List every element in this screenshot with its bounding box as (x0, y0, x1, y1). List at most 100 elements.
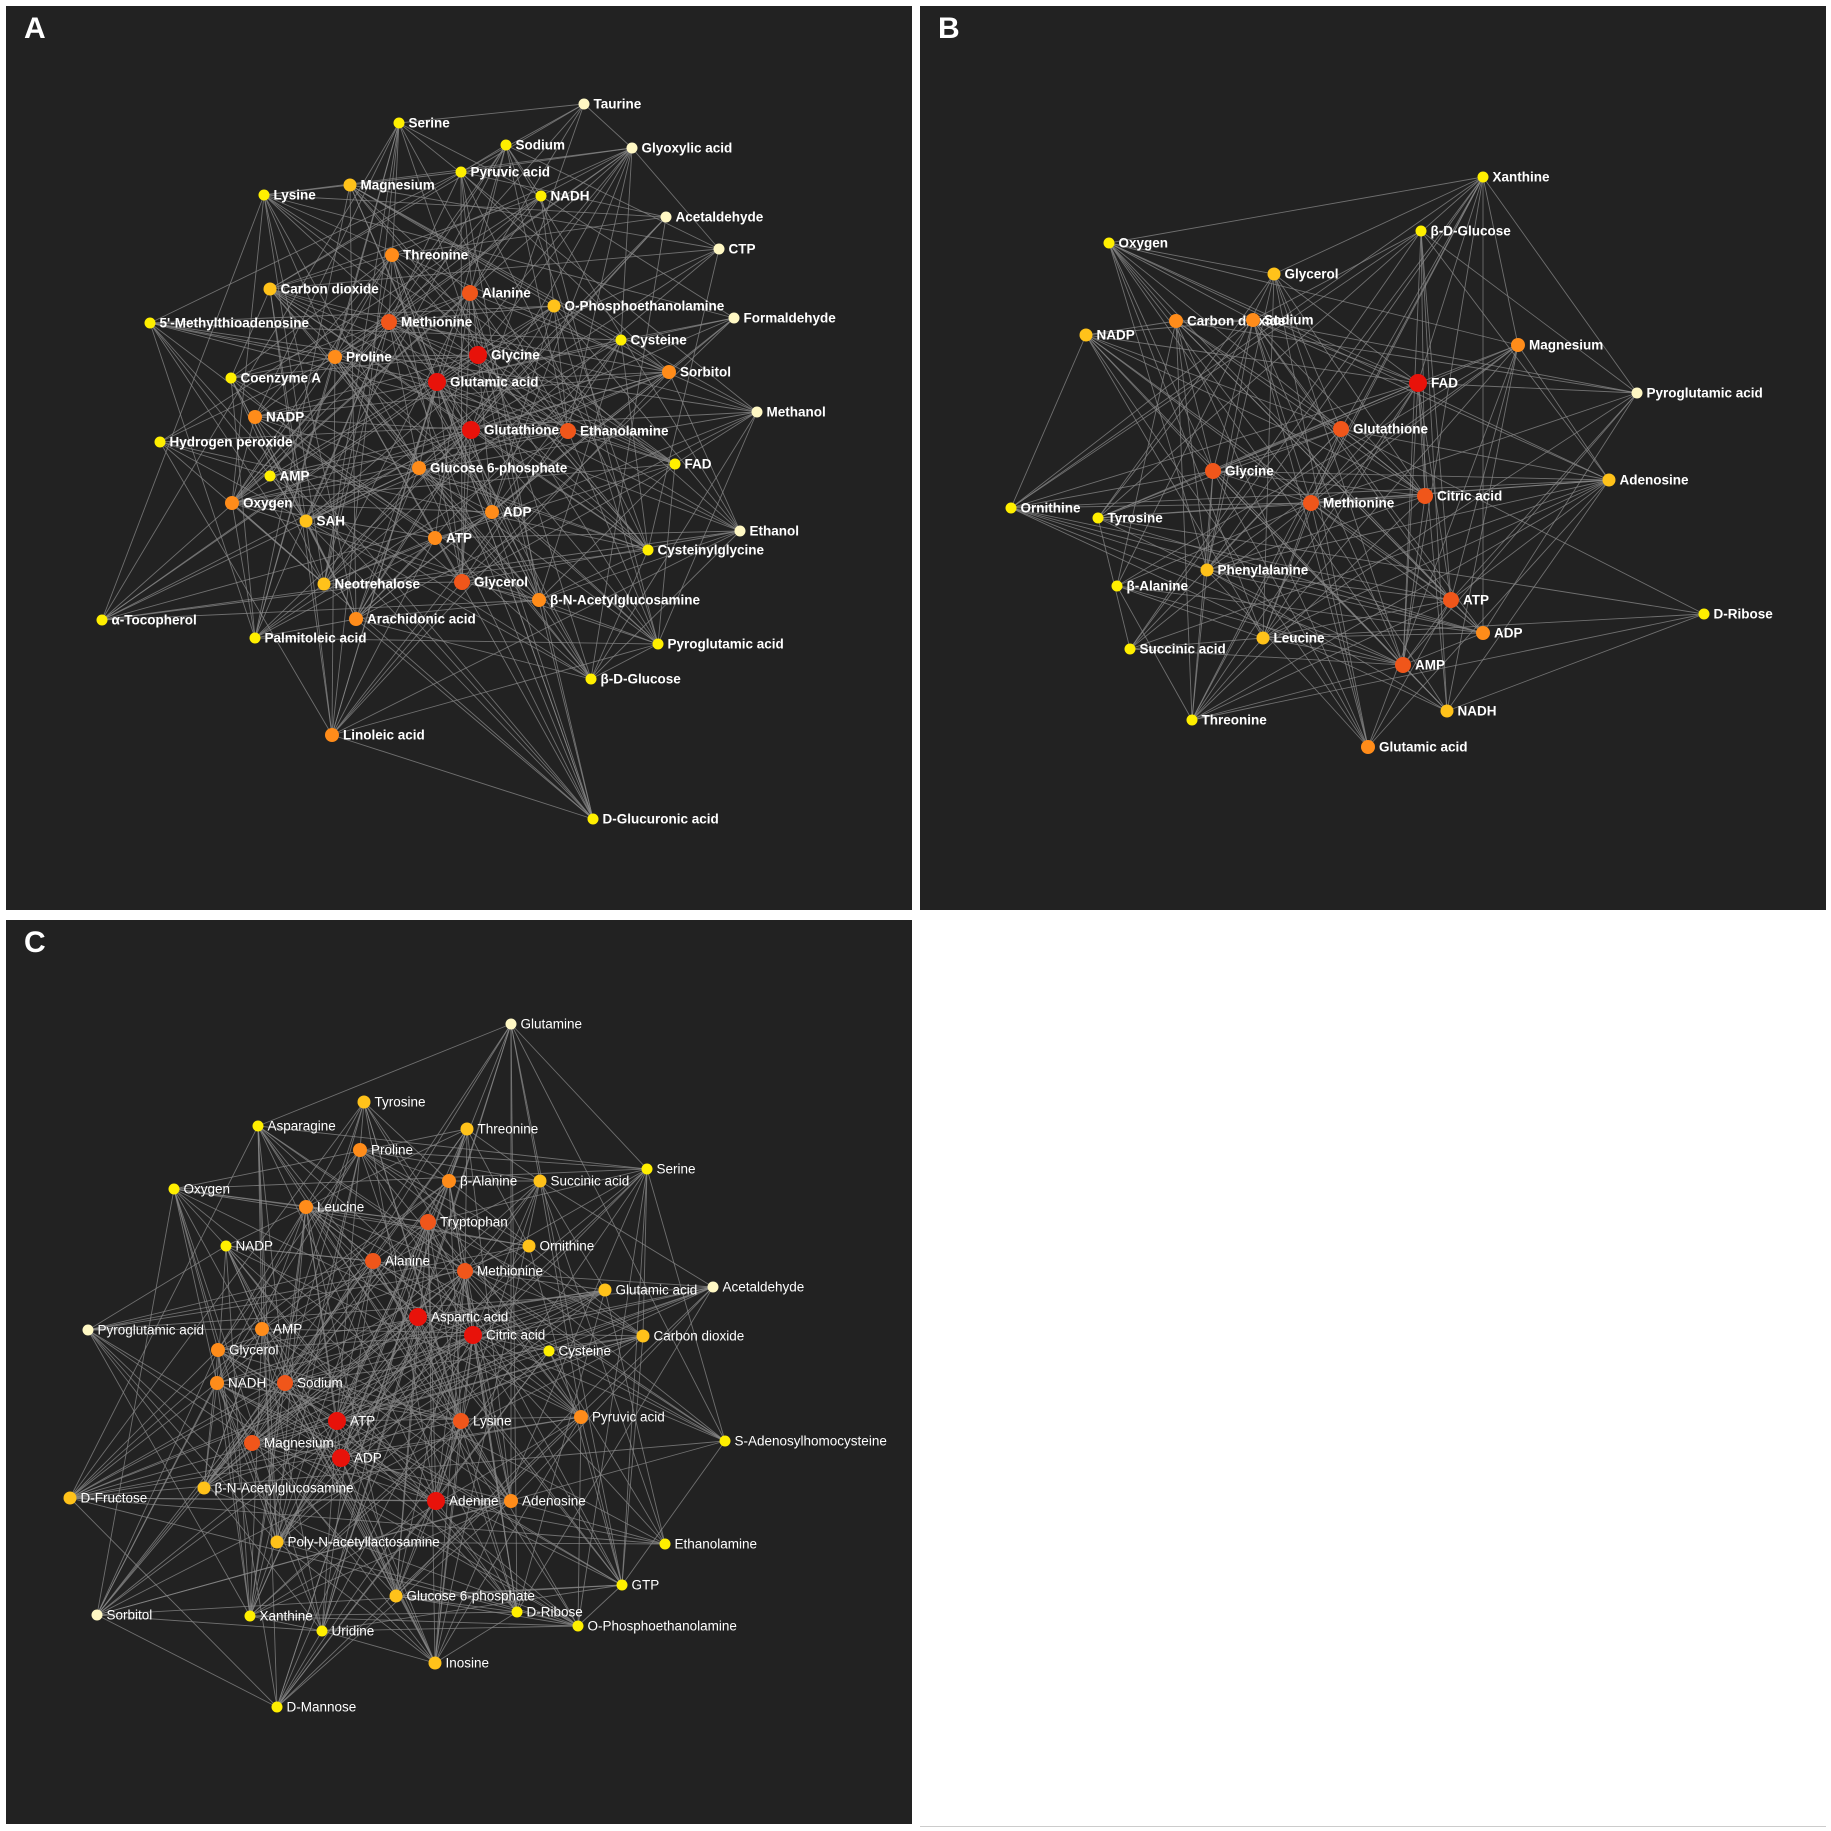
network-edge (1175, 320, 1426, 497)
network-edge (340, 1334, 474, 1459)
network-edge (251, 1316, 419, 1444)
network-edge (87, 1245, 530, 1331)
node-label: Uridine (332, 1624, 375, 1639)
network-edge (231, 195, 542, 504)
network-edge (427, 1168, 648, 1223)
network-edge (269, 103, 585, 290)
network-edge (470, 103, 585, 431)
network-edge (1010, 507, 1484, 634)
node-label: Citric acid (1437, 489, 1502, 504)
network-node (1409, 374, 1427, 392)
network-edge (96, 1584, 623, 1616)
network-edge (538, 549, 649, 601)
network-edge (1420, 230, 1638, 394)
network-edge (427, 1221, 462, 1422)
network-edge (96, 1614, 323, 1632)
network-edge (225, 1245, 437, 1502)
network-edge (1310, 382, 1419, 504)
network-edge (203, 1180, 450, 1489)
network-edge (604, 1289, 666, 1545)
network-edge (1085, 334, 1214, 472)
network-edge (418, 467, 594, 820)
network-node (641, 1163, 653, 1175)
network-edge (173, 1188, 219, 1351)
network-node (1443, 592, 1459, 608)
node-label: Phenylalanine (1218, 563, 1309, 578)
network-edge (1206, 569, 1448, 712)
network-node (1246, 313, 1260, 327)
network-edge (1129, 176, 1484, 650)
network-edge (391, 254, 649, 551)
node-label: Sorbitol (680, 365, 731, 380)
network-node (587, 813, 599, 825)
network-node (353, 1143, 367, 1157)
network-edge (355, 411, 758, 620)
network-edge (173, 1188, 227, 1247)
network-edge (216, 1382, 251, 1617)
network-edge (284, 1206, 307, 1384)
network-edge (1108, 242, 1254, 321)
network-edge (1417, 382, 1638, 394)
network-edge (263, 194, 325, 585)
network-edge (1340, 176, 1484, 430)
node-label: Sorbitol (107, 1608, 153, 1623)
network-edge (1482, 176, 1638, 394)
network-node (1602, 473, 1616, 487)
network-edge (305, 520, 540, 601)
network-edge (1085, 320, 1177, 336)
network-edge (1446, 344, 1519, 712)
network-edge (216, 1382, 278, 1543)
network-edge (460, 171, 540, 601)
network-node (511, 1606, 523, 1618)
network-node (270, 1535, 284, 1549)
network-edge (203, 1023, 512, 1489)
network-edge (355, 618, 592, 680)
network-edge (355, 292, 471, 620)
network-node (244, 1610, 256, 1622)
network-edge (249, 1416, 582, 1617)
network-edge (1010, 502, 1312, 509)
node-label: Acetaldehyde (723, 1280, 805, 1295)
network-edge (249, 1206, 307, 1617)
network-edge (538, 599, 659, 645)
network-edge (1116, 585, 1404, 666)
node-label: β-Alanine (460, 1174, 517, 1189)
network-edge (1340, 428, 1705, 615)
network-edge (225, 1206, 307, 1247)
network-edge (69, 1168, 648, 1499)
network-edge (1252, 319, 1426, 497)
network-edge (469, 292, 592, 680)
network-edge (538, 463, 676, 601)
network-edge (323, 411, 758, 585)
network-edge (231, 502, 256, 639)
node-label: Alanine (385, 1254, 430, 1269)
network-node (616, 1579, 628, 1591)
network-edge (1252, 319, 1610, 481)
network-node (427, 1492, 445, 1510)
network-edge (334, 356, 420, 469)
network-edge (583, 103, 633, 149)
network-edge (257, 1023, 512, 1127)
network-edge (1212, 382, 1419, 472)
network-edge (657, 463, 676, 645)
network-edge (1129, 502, 1312, 650)
network-node (442, 1174, 456, 1188)
node-label: Aspartic acid (431, 1310, 508, 1325)
network-edge (203, 1382, 218, 1489)
network-edge (349, 184, 471, 294)
network-edge (1340, 428, 1610, 481)
network-edge (305, 1206, 512, 1502)
network-edge (434, 1180, 541, 1664)
network-edge (249, 1328, 263, 1617)
network-edge (477, 147, 633, 356)
network-edge (1402, 632, 1484, 666)
network-node (728, 312, 740, 324)
network-edge (269, 144, 507, 290)
network-edge (472, 1286, 714, 1336)
network-edge (1262, 502, 1312, 639)
network-edge (1097, 517, 1484, 634)
network-node (462, 285, 478, 301)
network-node (485, 505, 499, 519)
network-node (168, 1183, 180, 1195)
network-edge (231, 502, 325, 585)
